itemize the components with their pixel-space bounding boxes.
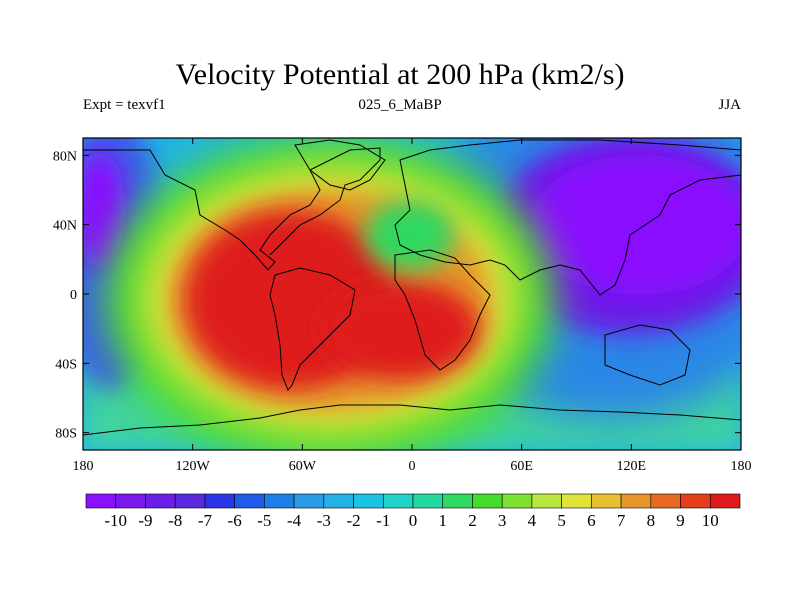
- colorbar-label: -9: [138, 511, 152, 530]
- coastlines: [83, 139, 741, 436]
- contour-field: [83, 138, 741, 450]
- colorbar-label: 4: [528, 511, 537, 530]
- colorbar-label: 6: [587, 511, 596, 530]
- y-tick-label: 40N: [53, 219, 77, 234]
- colorbar-label: 5: [557, 511, 566, 530]
- map-title: Velocity Potential at 200 hPa (km2/s): [175, 58, 625, 91]
- colorbar-label: -4: [287, 511, 302, 530]
- y-tick-label: 80S: [55, 427, 77, 442]
- colorbar-swatch: [650, 493, 681, 509]
- x-tick-label: 120E: [617, 459, 647, 474]
- colorbar-label: -3: [317, 511, 331, 530]
- colorbar-swatch: [145, 493, 176, 509]
- west-minimum: [83, 150, 125, 270]
- colorbar-label: 1: [438, 511, 447, 530]
- colorbar-label: -2: [346, 511, 360, 530]
- colorbar-label: 10: [702, 511, 719, 530]
- australia-outline: [604, 324, 691, 386]
- colorbar-swatch: [323, 493, 354, 509]
- colorbar-swatch: [264, 493, 295, 509]
- africa-outline: [394, 249, 491, 371]
- colorbar-label: -8: [168, 511, 182, 530]
- x-tick-label: 180: [73, 459, 94, 474]
- colorbar-label: -10: [104, 511, 127, 530]
- colorbar-label: 2: [468, 511, 477, 530]
- greenland-outline: [294, 139, 386, 191]
- x-tick-label: 120W: [176, 459, 211, 474]
- x-tick-label: 60E: [510, 459, 533, 474]
- colorbar-label: -5: [257, 511, 271, 530]
- x-tick-label: 180: [731, 459, 752, 474]
- colorbar-swatch: [85, 493, 117, 509]
- y-tick-label: 40S: [55, 357, 77, 372]
- season-label: JJA: [718, 97, 741, 113]
- colorbar-swatch: [174, 493, 206, 509]
- colorbar-label: 3: [498, 511, 507, 530]
- colorbar: [85, 493, 741, 509]
- experiment-label: Expt = texvf1: [83, 97, 166, 113]
- x-axis-labels: 180 120W 60W 0 60E 120E 180: [73, 459, 752, 474]
- north-africa-notch: [365, 200, 455, 270]
- east-minimum: [530, 155, 741, 295]
- red-core-east: [320, 280, 480, 380]
- colorbar-swatch: [561, 493, 592, 509]
- colorbar-swatch: [382, 493, 414, 509]
- y-axis-labels: 80N 40N 0 40S 80S: [53, 149, 77, 441]
- colorbar-swatch: [472, 493, 503, 509]
- colorbar-swatch: [442, 493, 473, 509]
- colorbar-swatch: [353, 493, 384, 509]
- colorbar-label: 8: [647, 511, 656, 530]
- x-tick-label: 60W: [289, 459, 317, 474]
- colorbar-swatch: [293, 493, 325, 509]
- x-tick-label: 0: [409, 459, 416, 474]
- colorbar-swatch: [204, 493, 235, 509]
- y-tick-label: 80N: [53, 149, 77, 164]
- colorbar-swatch: [591, 493, 622, 509]
- south-america-outline: [269, 267, 356, 391]
- colorbar-label: -6: [228, 511, 242, 530]
- colorbar-labels: -10 -9 -8 -7 -6 -5 -4 -3 -2 -1 0 1 2 3 4 5 6 7 8 9 10: [104, 511, 718, 530]
- north-america-outline: [83, 147, 381, 271]
- colorbar-label: -7: [198, 511, 213, 530]
- y-tick-label: 0: [70, 288, 77, 303]
- colorbar-label: 0: [409, 511, 418, 530]
- colorbar-swatch: [412, 493, 444, 509]
- colorbar-swatch: [680, 493, 711, 509]
- run-label: 025_6_MaBP: [358, 97, 442, 113]
- colorbar-swatch: [115, 493, 146, 509]
- eurasia-outline: [394, 139, 741, 296]
- colorbar-swatch: [620, 493, 652, 509]
- colorbar-swatch: [501, 493, 533, 509]
- antarctica-outline: [83, 404, 741, 436]
- colorbar-label: 9: [676, 511, 685, 530]
- axis-ticks: [82, 138, 742, 450]
- colorbar-swatch: [531, 493, 562, 509]
- colorbar-swatch: [234, 493, 265, 509]
- colorbar-label: 7: [617, 511, 626, 530]
- colorbar-label: -1: [376, 511, 390, 530]
- colorbar-swatch: [709, 493, 741, 509]
